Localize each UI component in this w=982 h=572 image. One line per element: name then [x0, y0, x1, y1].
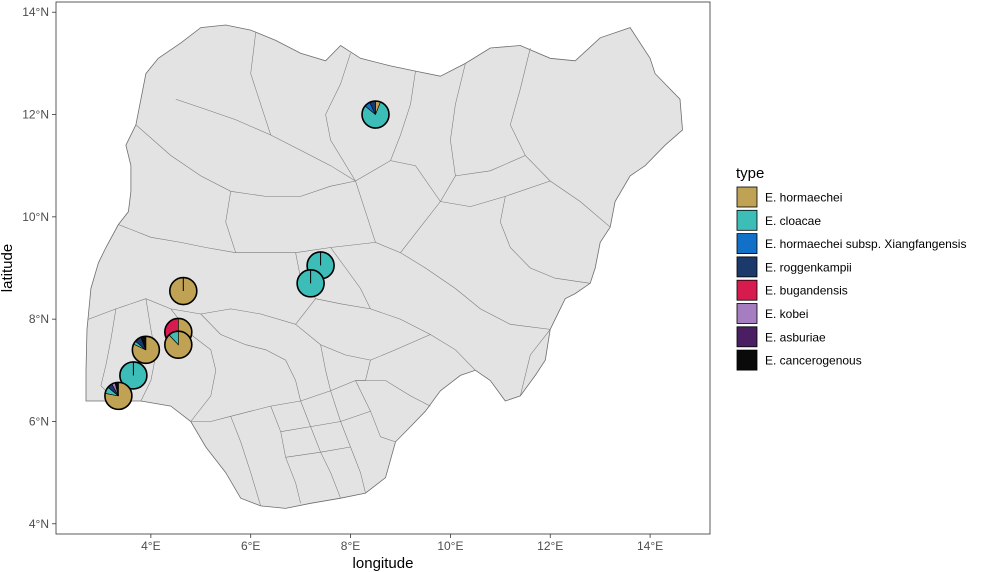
- legend-label: E. hormaechei subsp. Xiangfangensis: [765, 237, 966, 251]
- legend-label: E. roggenkampii: [765, 260, 852, 274]
- pie-outline: [361, 100, 390, 129]
- y-tick-label: 12°N: [22, 108, 49, 122]
- y-tick-label: 4°N: [29, 517, 49, 531]
- legend-swatch: [736, 233, 758, 255]
- x-tick-label: 14°E: [637, 539, 663, 553]
- state-border: [440, 180, 551, 207]
- legend-swatch: [736, 349, 758, 371]
- state-border: [280, 410, 371, 432]
- state-border: [390, 160, 441, 202]
- state-border: [230, 416, 261, 506]
- legend-label: E. cancerogenous: [765, 354, 862, 368]
- pies-layer: [104, 100, 390, 411]
- pie-chart: [104, 381, 133, 411]
- legend-swatch: [736, 256, 758, 278]
- state-border: [355, 180, 551, 330]
- x-tick-label: 10°E: [437, 539, 463, 553]
- state-border: [355, 360, 371, 381]
- pie-outline: [164, 330, 193, 360]
- pie-chart: [119, 361, 148, 390]
- axes-layer: 4°E 6°E 8°E 10°E 12°E 14°E 4°N 6°N 8°N 10°N 12°N 14…: [22, 5, 663, 553]
- legend-label: E. cloacae: [765, 214, 821, 228]
- pie-outline: [296, 269, 325, 298]
- legend-label: E. bugandensis: [765, 284, 848, 298]
- pie-outline: [119, 361, 148, 390]
- state-border: [225, 191, 236, 253]
- pie-chart: [169, 276, 198, 306]
- state-border: [455, 155, 526, 177]
- state-border: [330, 247, 371, 310]
- pie-chart: [131, 335, 161, 365]
- legend-swatch: [736, 326, 758, 348]
- x-tick-label: 4°E: [141, 539, 160, 553]
- pie-chart: [361, 100, 390, 129]
- pie-chart: [296, 269, 325, 298]
- state-border: [200, 313, 301, 402]
- y-axis-title: latitude: [0, 244, 16, 292]
- state-border: [500, 196, 591, 284]
- legend: type E. hormaechei E. cloacae E. hormaeche…: [736, 165, 966, 371]
- x-tick-label: 12°E: [537, 539, 563, 553]
- legend-title: type: [736, 165, 764, 182]
- country-outline: [85, 24, 683, 509]
- legend-swatch: [736, 303, 758, 324]
- y-tick-label: 14°N: [22, 5, 49, 19]
- pie-outline: [169, 276, 198, 306]
- y-tick-label: 10°N: [22, 210, 49, 224]
- x-tick-label: 8°E: [341, 539, 360, 553]
- state-border: [135, 124, 356, 197]
- y-tick-label: 6°N: [29, 414, 49, 428]
- x-tick-label: 6°E: [241, 539, 260, 553]
- pie-chart: [164, 330, 193, 360]
- state-border: [355, 71, 416, 182]
- state-border: [355, 380, 396, 443]
- state-border: [320, 344, 331, 391]
- state-border: [175, 98, 356, 182]
- state-border: [250, 32, 271, 136]
- pie-outline: [104, 381, 133, 411]
- x-axis-title: longitude: [353, 555, 414, 572]
- legend-swatch: [736, 209, 758, 231]
- state-border: [285, 446, 351, 458]
- legend-swatch: [736, 279, 758, 301]
- legend-label: E. kobei: [765, 307, 808, 321]
- y-tick-label: 8°N: [29, 312, 49, 326]
- state-border: [295, 324, 431, 361]
- legend-label: E. hormaechei: [765, 191, 842, 205]
- state-border: [520, 329, 551, 396]
- state-border: [325, 53, 356, 182]
- map-layer: [85, 24, 683, 509]
- pie-outline: [131, 335, 161, 365]
- legend-swatch: [736, 186, 758, 208]
- legend-label: E. asburiae: [765, 330, 826, 344]
